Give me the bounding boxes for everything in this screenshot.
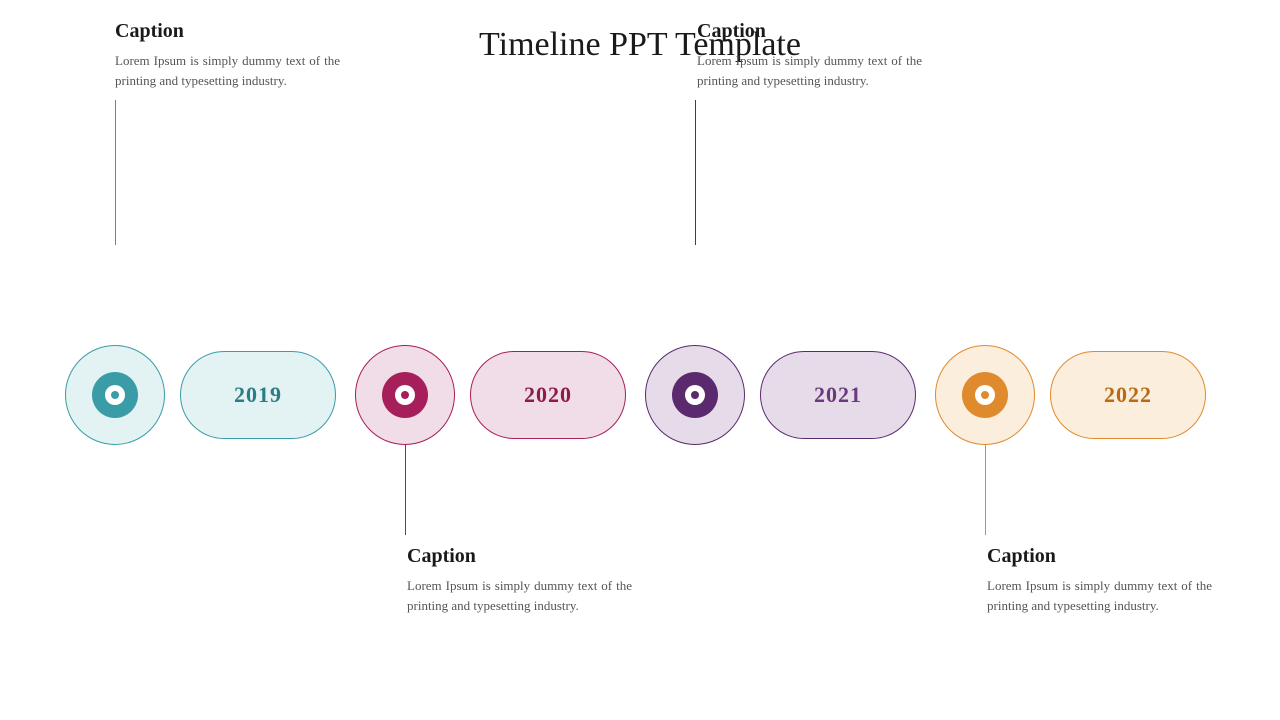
connector-line xyxy=(405,445,406,535)
caption-text: Lorem Ipsum is simply dummy text of the … xyxy=(987,576,1212,615)
year-pill-2022: 2022 xyxy=(1050,351,1206,439)
node-circle-inner xyxy=(962,372,1008,418)
caption-block-2021: Caption Lorem Ipsum is simply dummy text … xyxy=(697,20,922,90)
year-pill-2019: 2019 xyxy=(180,351,336,439)
caption-title: Caption xyxy=(697,20,922,43)
node-circle-inner xyxy=(382,372,428,418)
caption-title: Caption xyxy=(407,545,632,568)
node-dot-center xyxy=(401,391,409,399)
connector-line xyxy=(985,445,986,535)
caption-text: Lorem Ipsum is simply dummy text of the … xyxy=(407,576,632,615)
caption-block-2022: Caption Lorem Ipsum is simply dummy text … xyxy=(987,545,1212,615)
caption-text: Lorem Ipsum is simply dummy text of the … xyxy=(115,51,340,90)
node-dot xyxy=(975,385,995,405)
caption-block-2019: Caption Lorem Ipsum is simply dummy text … xyxy=(115,20,340,90)
connector-line xyxy=(115,100,116,245)
connector-line xyxy=(695,100,696,245)
year-pill-2020: 2020 xyxy=(470,351,626,439)
node-dot xyxy=(395,385,415,405)
caption-block-2020: Caption Lorem Ipsum is simply dummy text … xyxy=(407,545,632,615)
caption-title: Caption xyxy=(987,545,1212,568)
node-dot-center xyxy=(691,391,699,399)
node-dot xyxy=(685,385,705,405)
year-pill-2021: 2021 xyxy=(760,351,916,439)
node-dot-center xyxy=(981,391,989,399)
node-dot-center xyxy=(111,391,119,399)
node-circle-inner xyxy=(672,372,718,418)
timeline-container: CaptionLorem Ipsum is simply dummy text … xyxy=(0,345,1280,445)
node-circle-inner xyxy=(92,372,138,418)
caption-title: Caption xyxy=(115,20,340,43)
caption-text: Lorem Ipsum is simply dummy text of the … xyxy=(697,51,922,90)
node-dot xyxy=(105,385,125,405)
